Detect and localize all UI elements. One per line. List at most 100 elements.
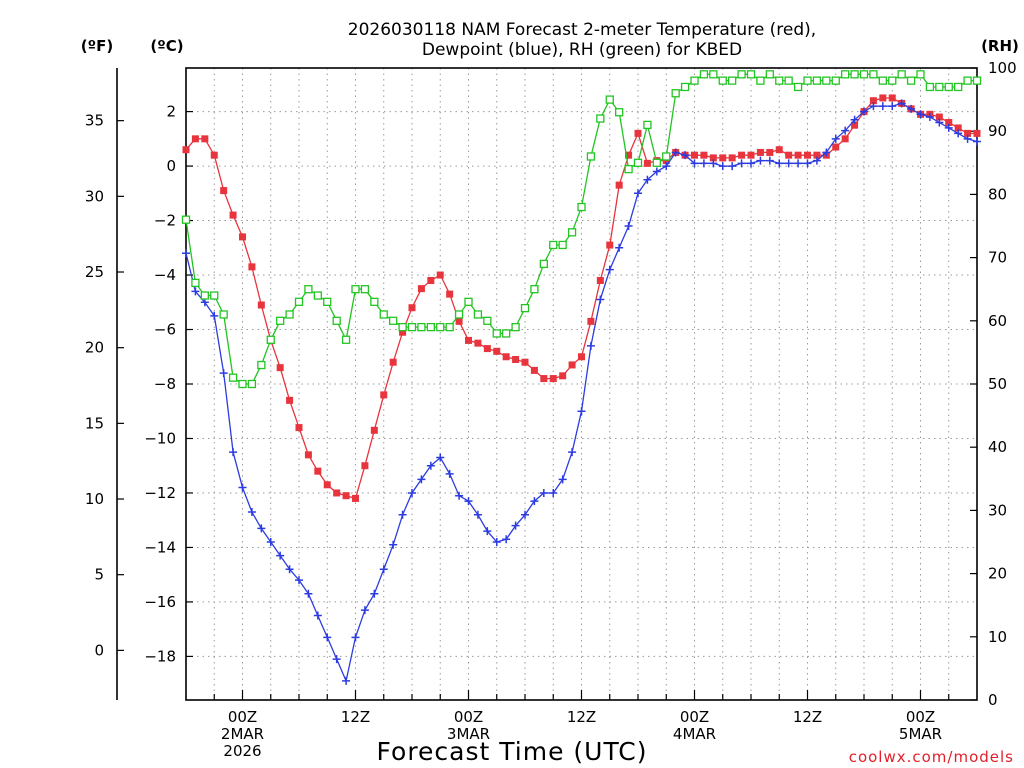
x-tick-label: 2026 — [223, 742, 261, 760]
dewpoint-point — [539, 488, 548, 497]
dewpoint-point — [351, 633, 360, 642]
temperature-point — [578, 353, 585, 361]
temperature-point — [596, 276, 604, 284]
temperature-point — [540, 375, 548, 383]
fahrenheit-tick-label: 0 — [94, 641, 104, 659]
dewpoint-point — [436, 453, 445, 462]
fahrenheit-tick-label: 30 — [85, 187, 104, 205]
dewpoint-point — [332, 655, 341, 664]
rh-point — [181, 215, 191, 224]
dewpoint-point — [841, 126, 850, 135]
temperature-point — [408, 304, 416, 312]
dewpoint-point — [464, 497, 473, 506]
dewpoint-point — [247, 508, 256, 517]
rh-tick-label: 60 — [988, 312, 1007, 330]
rh-point — [680, 82, 690, 92]
dewpoint-point — [511, 521, 520, 530]
rh-point — [972, 76, 982, 85]
rh-point — [511, 322, 520, 332]
dewpoint-point — [925, 113, 934, 122]
rh-point — [586, 152, 596, 161]
temperature-point — [257, 301, 265, 309]
dewpoint-point — [238, 483, 247, 492]
dewpoint-point — [671, 148, 680, 157]
temperature-point — [502, 353, 510, 361]
dewpoint-point — [643, 175, 652, 184]
temperature-point — [964, 129, 972, 137]
temperature-point — [427, 276, 435, 284]
dewpoint-point — [257, 524, 266, 533]
rh-point — [746, 70, 756, 79]
temperature-point — [756, 148, 764, 156]
temperature-point — [954, 124, 962, 132]
fahrenheit-tick-label: 10 — [85, 490, 104, 508]
rh-point — [464, 297, 473, 306]
temperature-point — [869, 97, 877, 105]
fahrenheit-tick-label: 15 — [85, 414, 104, 432]
dewpoint-point — [728, 162, 737, 171]
dewpoint-point — [822, 148, 831, 157]
dewpoint-point — [897, 99, 906, 108]
rh-point — [417, 322, 426, 332]
dewpoint-point — [558, 475, 567, 484]
temperature-point — [719, 154, 727, 162]
dewpoint-point — [775, 159, 784, 168]
rh-point — [351, 285, 360, 294]
dewpoint-point — [360, 606, 369, 615]
dewpoint-point — [634, 189, 642, 198]
rh-point — [577, 202, 586, 212]
rh-point — [332, 316, 341, 325]
dewpoint-point — [963, 134, 972, 143]
dewpoint-point — [568, 448, 577, 457]
dewpoint-point — [709, 159, 718, 168]
rh-point — [492, 329, 501, 338]
rh-point — [219, 310, 228, 319]
rh-point — [502, 329, 511, 338]
rh-point — [775, 76, 784, 85]
dewpoint-point — [577, 407, 586, 416]
rh-point — [859, 70, 869, 79]
temperature-point — [474, 339, 482, 347]
celsius-tick-label: −4 — [154, 266, 176, 284]
rh-point — [276, 316, 285, 325]
rh-point — [539, 259, 548, 269]
rh-point — [313, 291, 322, 300]
dewpoint-point — [794, 159, 803, 168]
dewpoint-point — [530, 497, 539, 506]
rh-point — [426, 322, 435, 332]
rh-point — [596, 114, 605, 123]
temperature-point — [851, 121, 859, 129]
rh-point — [294, 297, 304, 306]
dewpoint-point — [869, 102, 878, 111]
series-rh — [181, 70, 982, 389]
temperature-point — [295, 424, 303, 432]
dewpoint-point — [690, 159, 699, 168]
rh-point — [812, 76, 822, 85]
temperature-point — [935, 113, 943, 121]
temperature-point — [389, 358, 397, 366]
rh-point — [897, 70, 906, 79]
rh-tick-label: 50 — [988, 375, 1007, 393]
x-axis-label: Forecast Time (UTC) — [377, 737, 648, 766]
rh-point — [756, 76, 765, 85]
celsius-tick-label: −8 — [154, 375, 176, 393]
x-tick-label: 12Z — [793, 708, 822, 726]
temperature-point — [201, 135, 209, 143]
rh-point — [831, 76, 840, 85]
rh-point — [304, 285, 313, 294]
temperature-point — [794, 151, 802, 159]
rh-point — [916, 70, 925, 79]
rh-point — [549, 240, 558, 250]
temperature-point — [625, 151, 633, 159]
rh-point — [652, 158, 661, 167]
temperature-point — [606, 241, 614, 249]
dewpoint-point — [473, 510, 482, 519]
dewpoint-point — [878, 102, 887, 111]
temperature-point — [841, 135, 849, 143]
x-tick-label: 12Z — [567, 708, 596, 726]
temperature-point — [888, 94, 896, 102]
temperature-point — [804, 151, 811, 159]
temperature-point — [813, 151, 821, 159]
dewpoint-point — [860, 107, 868, 116]
series-temperature — [182, 94, 981, 502]
